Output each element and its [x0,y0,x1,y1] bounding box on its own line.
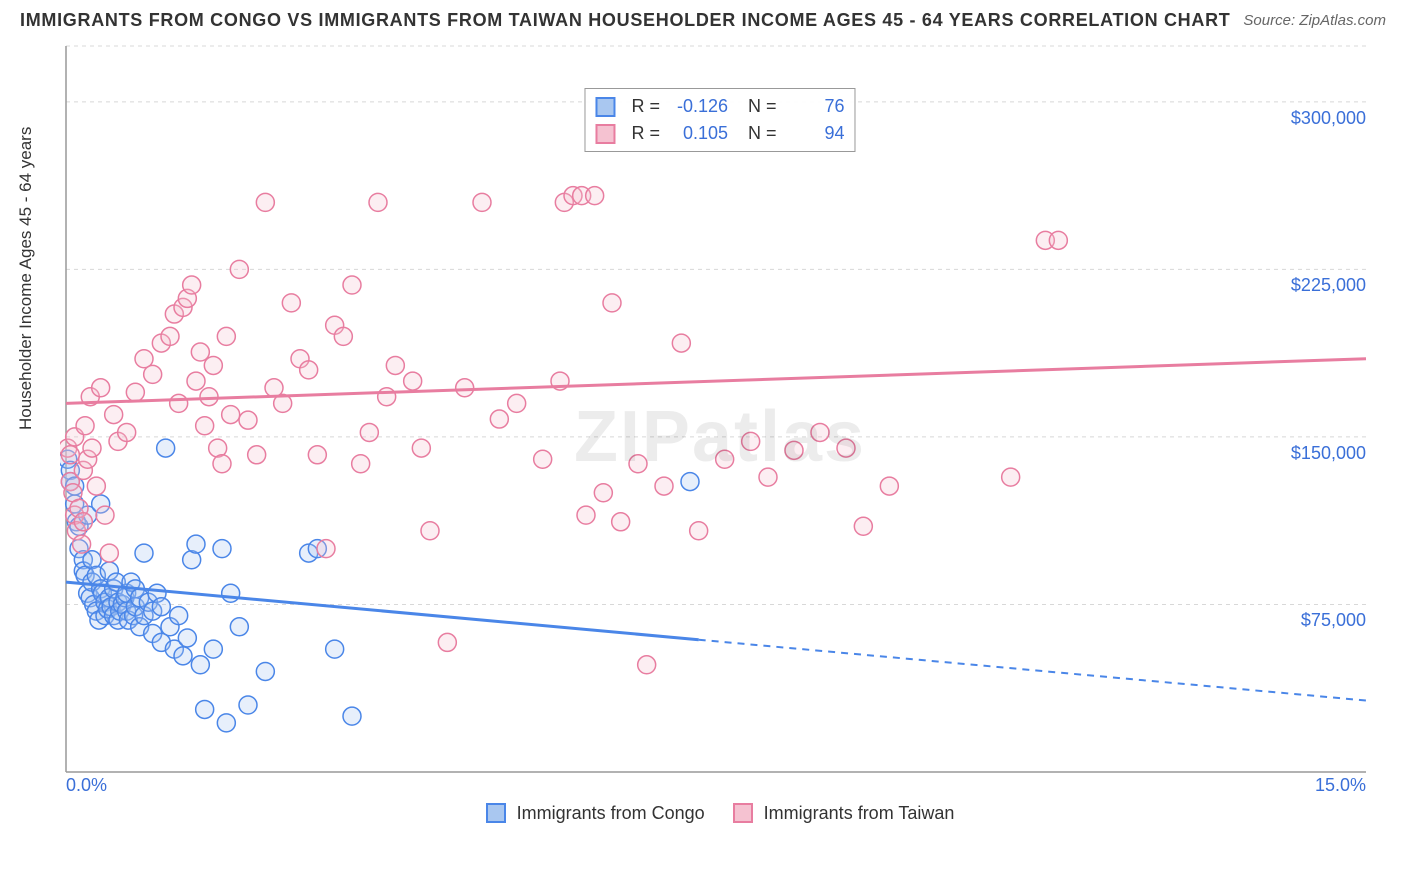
correlation-legend: R = -0.126 N = 76 R = 0.105 N = 94 [584,88,855,152]
n-value-taiwan: 94 [787,120,845,147]
source-value: ZipAtlas.com [1299,12,1386,29]
r-value-congo: -0.126 [670,93,728,120]
legend-row-taiwan: R = 0.105 N = 94 [595,120,844,147]
n-label: N = [738,93,777,120]
legend-label-taiwan: Immigrants from Taiwan [764,803,955,823]
bottom-legend: Immigrants from Congo Immigrants from Ta… [60,803,1380,824]
y-axis-label: Householder Income Ages 45 - 64 years [16,127,36,430]
legend-label-congo: Immigrants from Congo [517,803,705,823]
legend-item-taiwan: Immigrants from Taiwan [733,803,955,824]
swatch-taiwan [595,124,615,144]
swatch-congo [595,97,615,117]
y-tick-2: $225,000 [1291,275,1366,296]
r-value-taiwan: 0.105 [670,120,728,147]
r-label: R = [631,120,660,147]
x-tick-max: 15.0% [1315,775,1366,796]
legend-item-congo: Immigrants from Congo [486,803,705,824]
r-label: R = [631,93,660,120]
swatch-taiwan-bottom [733,803,753,823]
source-label: Source: [1243,12,1295,29]
x-tick-min: 0.0% [66,775,107,796]
y-tick-1: $150,000 [1291,443,1366,464]
scatter-plot-svg [60,42,1380,832]
n-value-congo: 76 [787,93,845,120]
y-tick-3: $300,000 [1291,108,1366,129]
n-label: N = [738,120,777,147]
legend-row-congo: R = -0.126 N = 76 [595,93,844,120]
source-attribution: Source: ZipAtlas.com [1243,12,1386,29]
chart-title: IMMIGRANTS FROM CONGO VS IMMIGRANTS FROM… [20,10,1230,31]
y-tick-0: $75,000 [1301,610,1366,631]
swatch-congo-bottom [486,803,506,823]
chart-area: ZIPatlas R = -0.126 N = 76 R = 0.105 N =… [60,42,1380,832]
